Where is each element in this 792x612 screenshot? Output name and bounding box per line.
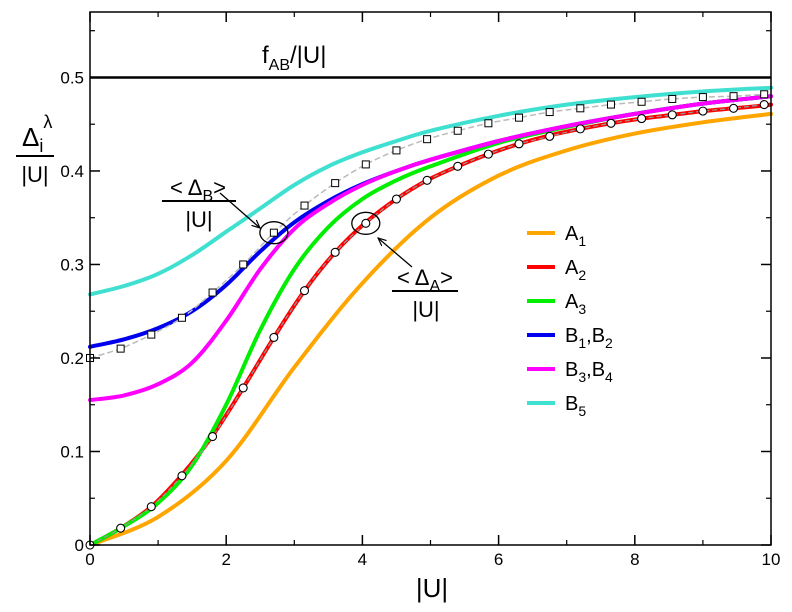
- square-marker: [269, 228, 278, 237]
- y-tick-label: 0.3: [60, 255, 84, 274]
- square-marker: [361, 160, 370, 169]
- annotation-delta-b-ellipse: [259, 221, 289, 245]
- y-tick-label: 0.4: [60, 162, 84, 181]
- circle-marker: [667, 110, 677, 120]
- legend-label-b5: B5: [565, 393, 586, 419]
- circle-marker: [238, 383, 248, 393]
- square-marker: [392, 146, 401, 155]
- circle-marker: [637, 114, 647, 124]
- annotation-delta-a-ellipse: [351, 211, 381, 235]
- circle-marker: [575, 124, 585, 134]
- square-marker: [515, 113, 524, 122]
- square-marker: [453, 126, 462, 135]
- annotation-delta-a-numerator: < ΔA>: [397, 265, 453, 295]
- tick-layer: 0 2 4 6 8 10 0 0.1 0.2 0.3 0.4 0.5: [60, 12, 780, 569]
- x-tick-label: 0: [85, 550, 94, 569]
- circle-marker: [606, 118, 616, 128]
- square-marker: [729, 92, 738, 101]
- square-marker: [423, 135, 432, 144]
- marker-layer: [85, 90, 769, 550]
- circle-marker: [299, 286, 310, 296]
- square-marker: [606, 100, 615, 109]
- annotation-delta-b-arrow: [219, 192, 260, 228]
- y-axis-label-numerator: Δiλ: [22, 112, 52, 156]
- x-axis-label: |U|: [416, 573, 448, 603]
- circle-marker: [116, 523, 126, 533]
- square-marker: [177, 313, 186, 322]
- legend-label-b12: B1,B2: [565, 325, 613, 351]
- circle-marker: [545, 131, 555, 141]
- circle-marker: [269, 332, 279, 342]
- circle-marker: [514, 139, 524, 149]
- y-tick-label: 0.5: [60, 68, 84, 87]
- circle-marker: [698, 106, 708, 116]
- square-marker: [698, 93, 707, 102]
- series-line-a2: [88, 102, 773, 547]
- circle-marker: [208, 431, 218, 442]
- legend-label-a2: A2: [565, 257, 586, 283]
- annotation-delta-a-denominator: |U|: [412, 297, 439, 322]
- series-line-a1: [88, 111, 773, 547]
- circle-marker: [759, 100, 769, 110]
- square-marker: [208, 288, 217, 297]
- annotation-delta-a: < ΔA> |U|: [351, 211, 458, 322]
- square-marker: [331, 179, 340, 188]
- legend-label-b34: B3,B4: [565, 359, 613, 385]
- y-tick-label: 0.1: [60, 442, 84, 461]
- circle-marker: [422, 175, 432, 185]
- square-marker: [760, 90, 769, 99]
- y-axis-label-denominator: |U|: [21, 162, 48, 187]
- circle-marker: [483, 149, 493, 159]
- square-marker: [668, 94, 677, 103]
- reference-line-label: fAB/|U|: [262, 42, 326, 74]
- circle-marker: [453, 161, 463, 171]
- circle-marker: [391, 194, 402, 204]
- square-marker: [637, 97, 646, 106]
- legend-label-a3: A3: [565, 291, 586, 317]
- circle-marker: [728, 103, 739, 113]
- square-marker: [484, 119, 493, 128]
- circle-marker: [361, 218, 371, 228]
- series-line-b5: [88, 85, 773, 297]
- circle-markers-guide-line: [89, 104, 765, 546]
- square-marker: [147, 330, 156, 339]
- y-axis-label: Δiλ |U|: [16, 112, 54, 187]
- x-tick-label: 4: [358, 550, 367, 569]
- y-tick-label: 0: [75, 536, 84, 555]
- series-line-b34: [88, 94, 773, 403]
- x-tick-label: 8: [630, 550, 639, 569]
- x-tick-label: 10: [762, 550, 781, 569]
- annotation-delta-b: < ΔB> |U|: [162, 175, 289, 245]
- square-marker: [300, 201, 309, 210]
- circle-marker: [146, 502, 156, 512]
- square-marker: [576, 104, 585, 113]
- annotation-delta-b-denominator: |U|: [185, 207, 212, 232]
- annotation-delta-a-arrow: [378, 238, 413, 268]
- x-tick-label: 6: [494, 550, 503, 569]
- y-tick-label: 0.2: [60, 349, 84, 368]
- square-marker: [116, 344, 125, 353]
- square-marker: [239, 260, 248, 269]
- square-marker: [545, 108, 554, 117]
- circle-marker: [177, 471, 187, 481]
- annotation-delta-b-numerator: < ΔB>: [170, 175, 226, 205]
- x-tick-label: 2: [221, 550, 230, 569]
- legend: A1 A2 A3 B1,B2 B3,B4 B5: [527, 223, 613, 419]
- circle-marker: [330, 247, 340, 257]
- legend-label-a1: A1: [565, 223, 586, 249]
